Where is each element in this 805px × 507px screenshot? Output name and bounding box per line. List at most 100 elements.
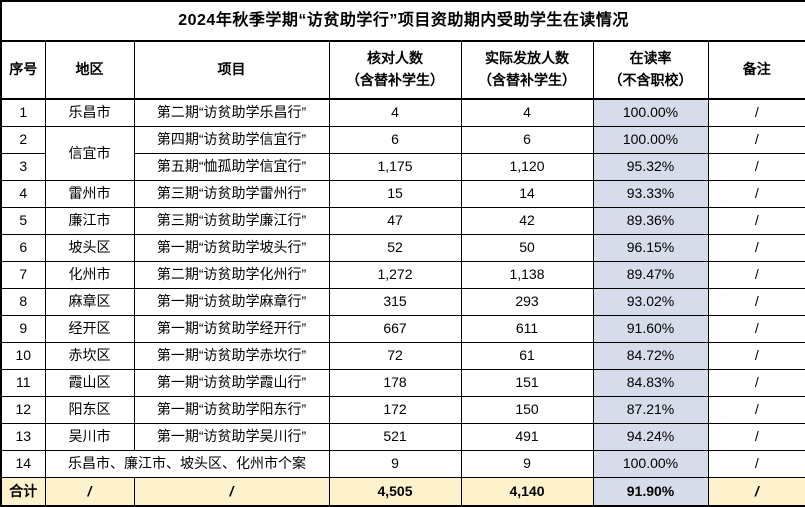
table-row: 6 坡头区 第一期“访贫助学坡头行” 52 50 96.15% / — [0, 234, 805, 262]
table-row: 8 麻章区 第一期“访贫助学麻章行” 315 293 93.02% / — [0, 288, 805, 316]
cell-region-project-merged: 乐昌市、廉江市、坡头区、化州市个案 — [44, 450, 330, 478]
cell-checked-count: 72 — [328, 342, 462, 370]
cell-region: 经开区 — [44, 315, 135, 343]
cell-region: 坡头区 — [44, 234, 135, 262]
cell-no: 1 — [0, 98, 46, 127]
cell-enrollment-rate: 94.24% — [592, 423, 709, 451]
cell-enrollment-rate: 100.00% — [592, 98, 709, 127]
cell-issued-count: 4 — [460, 98, 594, 127]
cell-checked-count: 178 — [328, 369, 462, 397]
cell-remark: / — [707, 207, 805, 235]
cell-project: 第一期“访贫助学阳东行” — [133, 396, 330, 424]
cell-checked-count: 667 — [328, 315, 462, 343]
cell-checked-count: 172 — [328, 396, 462, 424]
cell-issued-count: 42 — [460, 207, 594, 235]
cell-remark: / — [707, 288, 805, 316]
cell-project: 第一期“访贫助学麻章行” — [133, 288, 330, 316]
cell-no: 2 — [0, 126, 46, 154]
cell-region: 赤坎区 — [44, 342, 135, 370]
cell-enrollment-rate: 89.36% — [592, 207, 709, 235]
cell-checked-count: 15 — [328, 180, 462, 208]
cell-region: 化州市 — [44, 261, 135, 289]
cell-issued-count: 293 — [460, 288, 594, 316]
cell-project: 第一期“访贫助学赤坎行” — [133, 342, 330, 370]
cell-no: 14 — [0, 450, 46, 478]
cell-no: 9 — [0, 315, 46, 343]
header-row: 序号 地区 项目 核对人数 （含替补学生） 实际发放人数 （含替补学生） 在读率… — [0, 40, 805, 100]
cell-issued-count: 1,120 — [460, 153, 594, 181]
cell-issued-count: 6 — [460, 126, 594, 154]
col-header-issued: 实际发放人数 （含替补学生） — [460, 40, 594, 100]
total-rate-cell: 91.90% — [592, 477, 709, 507]
cell-issued-count: 151 — [460, 369, 594, 397]
table-row: 10 赤坎区 第一期“访贫助学赤坎行” 72 61 84.72% / — [0, 342, 805, 370]
cell-no: 4 — [0, 180, 46, 208]
cell-issued-count: 61 — [460, 342, 594, 370]
cell-enrollment-rate: 87.21% — [592, 396, 709, 424]
cell-enrollment-rate: 89.47% — [592, 261, 709, 289]
cell-no: 7 — [0, 261, 46, 289]
cell-issued-count: 150 — [460, 396, 594, 424]
cell-remark: / — [707, 396, 805, 424]
cell-checked-count: 521 — [328, 423, 462, 451]
cell-project: 第二期“访贫助学乐昌行” — [133, 98, 330, 127]
cell-region: 乐昌市 — [44, 98, 135, 127]
cell-enrollment-rate: 93.33% — [592, 180, 709, 208]
total-issued-cell: 4,140 — [460, 477, 594, 507]
page-title: 2024年秋季学期“访贫助学行”项目资助期内受助学生在读情况 — [0, 0, 805, 42]
table-row: 2 信宜市 第四期“访贫助学信宜行” 6 6 100.00% / — [0, 126, 805, 181]
cell-project: 第四期“访贫助学信宜行” — [133, 126, 330, 154]
cell-project: 第一期“访贫助学坡头行” — [133, 234, 330, 262]
table-row: 12 阳东区 第一期“访贫助学阳东行” 172 150 87.21% / — [0, 396, 805, 424]
total-region-cell: / — [44, 477, 135, 507]
cell-checked-count: 9 — [328, 450, 462, 478]
total-label: 合计 — [0, 477, 46, 507]
cell-no: 5 — [0, 207, 46, 235]
cell-region: 吴川市 — [44, 423, 135, 451]
cell-enrollment-rate: 84.72% — [592, 342, 709, 370]
cell-no: 8 — [0, 288, 46, 316]
cell-remark: / — [707, 261, 805, 289]
table-row: 5 廉江市 第三期“访贫助学廉江行” 47 42 89.36% / — [0, 207, 805, 235]
cell-issued-count: 611 — [460, 315, 594, 343]
cell-checked-count: 1,272 — [328, 261, 462, 289]
cell-remark: / — [707, 450, 805, 478]
cell-no: 6 — [0, 234, 46, 262]
cell-checked-count: 4 — [328, 98, 462, 127]
cell-checked-count: 315 — [328, 288, 462, 316]
cell-issued-count: 9 — [460, 450, 594, 478]
cell-remark: / — [707, 153, 805, 181]
cell-region: 廉江市 — [44, 207, 135, 235]
cell-project: 第三期“访贫助学雷州行” — [133, 180, 330, 208]
table-row: 9 经开区 第一期“访贫助学经开行” 667 611 91.60% / — [0, 315, 805, 343]
cell-checked-count: 1,175 — [328, 153, 462, 181]
total-project-cell: / — [133, 477, 330, 507]
cell-enrollment-rate: 93.02% — [592, 288, 709, 316]
table-row: 3 第五期“恤孤助学信宜行” 1,175 1,120 95.32% / — [0, 153, 805, 181]
cell-remark: / — [707, 423, 805, 451]
col-header-checked: 核对人数 （含替补学生） — [328, 40, 462, 100]
table-row: 14 乐昌市、廉江市、坡头区、化州市个案 9 9 100.00% / — [0, 450, 805, 478]
cell-project: 第三期“访贫助学廉江行” — [133, 207, 330, 235]
cell-region: 雷州市 — [44, 180, 135, 208]
col-header-project: 项目 — [133, 40, 330, 100]
cell-project: 第五期“恤孤助学信宜行” — [133, 153, 330, 181]
cell-remark: / — [707, 342, 805, 370]
table-row: 7 化州市 第二期“访贫助学化州行” 1,272 1,138 89.47% / — [0, 261, 805, 289]
cell-remark: / — [707, 126, 805, 154]
cell-remark: / — [707, 315, 805, 343]
cell-region: 信宜市 — [44, 126, 135, 181]
cell-checked-count: 52 — [328, 234, 462, 262]
cell-project: 第二期“访贫助学化州行” — [133, 261, 330, 289]
table-row: 4 雷州市 第三期“访贫助学雷州行” 15 14 93.33% / — [0, 180, 805, 208]
cell-issued-count: 491 — [460, 423, 594, 451]
cell-enrollment-rate: 95.32% — [592, 153, 709, 181]
table-body: 1 乐昌市 第二期“访贫助学乐昌行” 4 4 100.00%/2 信宜市 第四期“访贫助学信宜… — [0, 98, 805, 478]
cell-remark: / — [707, 369, 805, 397]
cell-checked-count: 47 — [328, 207, 462, 235]
cell-enrollment-rate: 91.60% — [592, 315, 709, 343]
cell-region: 麻章区 — [44, 288, 135, 316]
cell-project: 第一期“访贫助学吴川行” — [133, 423, 330, 451]
